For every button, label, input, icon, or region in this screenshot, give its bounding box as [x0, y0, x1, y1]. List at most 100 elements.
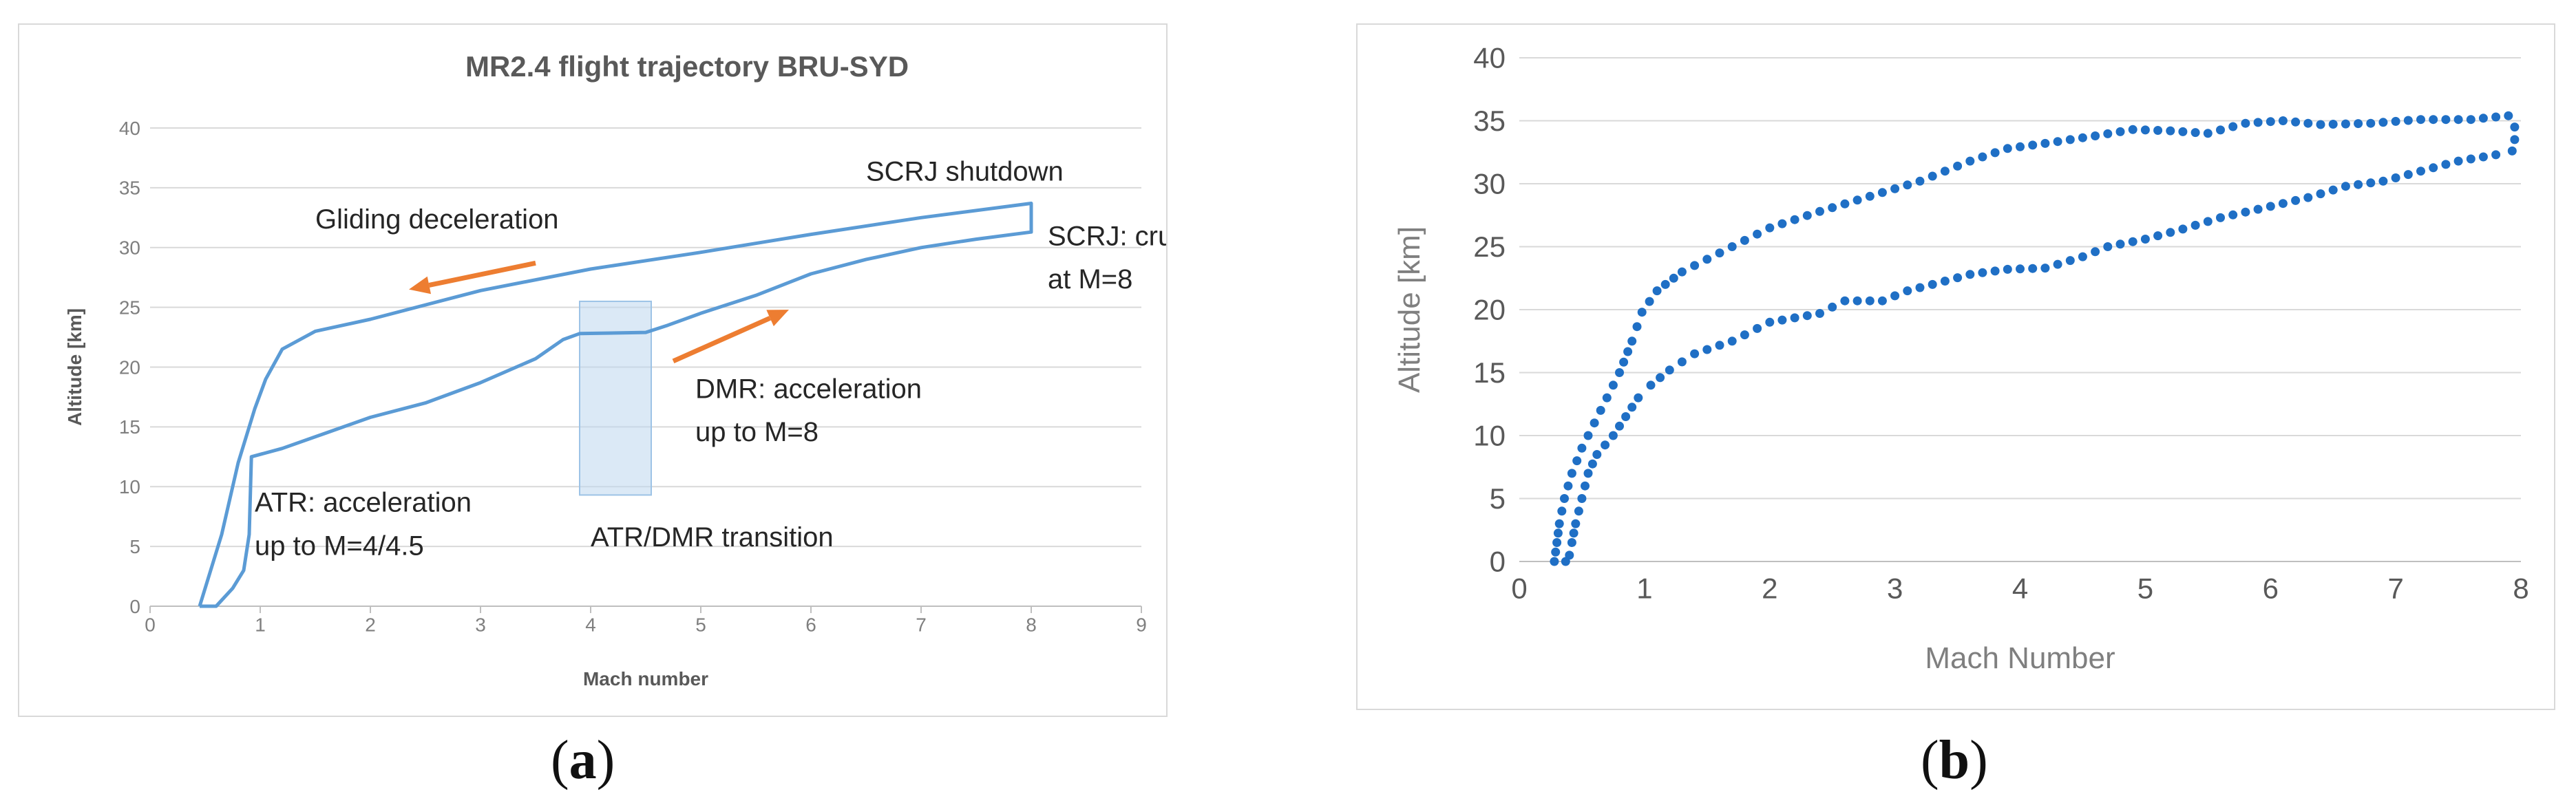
data-point [2507, 146, 2517, 156]
data-point [2166, 126, 2175, 136]
data-point [1915, 283, 1925, 292]
data-point [1890, 184, 1900, 193]
data-point [1727, 336, 1737, 346]
y-tick-label: 15 [1473, 356, 1506, 389]
x-tick-label: 6 [805, 614, 816, 635]
data-point [2291, 117, 2301, 127]
data-point [1965, 270, 1975, 279]
data-point [2216, 125, 2225, 135]
caption-letter-a: a [569, 730, 597, 791]
x-tick-label: 0 [1511, 572, 1527, 605]
data-point [1990, 266, 2000, 276]
direction-arrow-head [409, 276, 432, 295]
annotation-label: up to M=8 [695, 417, 819, 447]
data-point [1715, 248, 1724, 258]
y-tick-label: 5 [1490, 482, 1506, 515]
data-point [2510, 122, 2520, 132]
data-point [1587, 459, 1597, 469]
data-point [1840, 199, 1850, 208]
data-point [1554, 519, 1564, 528]
data-point [1852, 296, 1862, 306]
data-point [2366, 118, 2376, 128]
y-tick-label: 0 [1490, 546, 1506, 578]
data-point [1572, 456, 1582, 466]
data-point [1632, 322, 1642, 332]
data-point [2016, 264, 2025, 274]
data-point [2316, 120, 2325, 129]
data-point [1627, 336, 1637, 346]
data-point [1561, 557, 1570, 566]
data-point [1615, 368, 1624, 377]
direction-arrow-shaft [672, 316, 772, 364]
data-point [2266, 117, 2275, 127]
y-tick-label: 0 [129, 596, 140, 617]
data-point [1553, 528, 1563, 538]
data-point [1669, 273, 1678, 283]
data-point [1567, 538, 1576, 547]
y-tick-label: 20 [1473, 294, 1506, 326]
data-point [1765, 223, 1775, 233]
data-point [1665, 365, 1674, 375]
data-point [1645, 297, 1654, 306]
y-tick-label: 30 [119, 237, 140, 259]
x-tick-label: 1 [1636, 572, 1652, 605]
data-point [2203, 217, 2213, 226]
data-point [1567, 469, 1576, 478]
data-point [2316, 189, 2325, 199]
x-tick-label: 4 [585, 614, 596, 635]
annotation-label: SCRJ: cruise [1048, 221, 1166, 251]
data-point [1550, 557, 1559, 566]
data-point [1652, 286, 1662, 296]
data-point [1940, 277, 1950, 286]
data-point [1583, 431, 1593, 440]
data-point [1840, 296, 1850, 306]
y-tick-label: 25 [119, 297, 140, 318]
x-tick-label: 0 [145, 614, 156, 635]
data-point [1596, 405, 1605, 415]
data-point [2128, 237, 2137, 246]
data-point [2303, 193, 2313, 202]
data-point [2504, 111, 2513, 120]
data-point [2153, 126, 2163, 135]
data-point [2028, 264, 2038, 273]
data-point [2091, 247, 2100, 257]
data-point [2190, 220, 2200, 230]
data-point [2378, 176, 2388, 186]
data-point [1690, 261, 1700, 270]
annotation-label: DMR: acceleration [695, 374, 922, 405]
data-point [2228, 122, 2238, 131]
data-point [1590, 418, 1599, 428]
data-point [1953, 273, 1963, 283]
data-point [1928, 279, 1937, 289]
direction-arrow-head [766, 310, 789, 327]
data-point [1656, 373, 1665, 383]
data-point [2065, 135, 2075, 144]
y-tick-label: 35 [119, 178, 140, 199]
x-tick-label: 7 [2387, 572, 2403, 605]
data-point [2278, 199, 2288, 208]
data-point [2391, 173, 2400, 182]
data-point [1877, 188, 1887, 197]
x-tick-label: 1 [255, 614, 266, 635]
data-point [1623, 347, 1633, 356]
data-point [2003, 264, 2012, 274]
y-tick-label: 35 [1473, 105, 1506, 137]
data-point [2341, 182, 2350, 191]
data-point [2403, 116, 2413, 125]
data-point [1634, 393, 1643, 403]
data-point [1690, 349, 1700, 358]
data-point [1563, 481, 1573, 491]
data-point [1753, 323, 1762, 333]
data-point [2053, 259, 2062, 269]
data-point [1877, 296, 1887, 306]
data-point [2429, 115, 2438, 125]
data-point [1551, 547, 1561, 557]
data-point [1615, 421, 1624, 431]
x-tick-label: 6 [2263, 572, 2279, 605]
data-point [1571, 519, 1581, 528]
data-point [1727, 242, 1737, 251]
data-point [1574, 506, 1583, 516]
data-point [1815, 206, 1824, 216]
data-point [2053, 137, 2062, 147]
data-point [1903, 286, 1912, 296]
